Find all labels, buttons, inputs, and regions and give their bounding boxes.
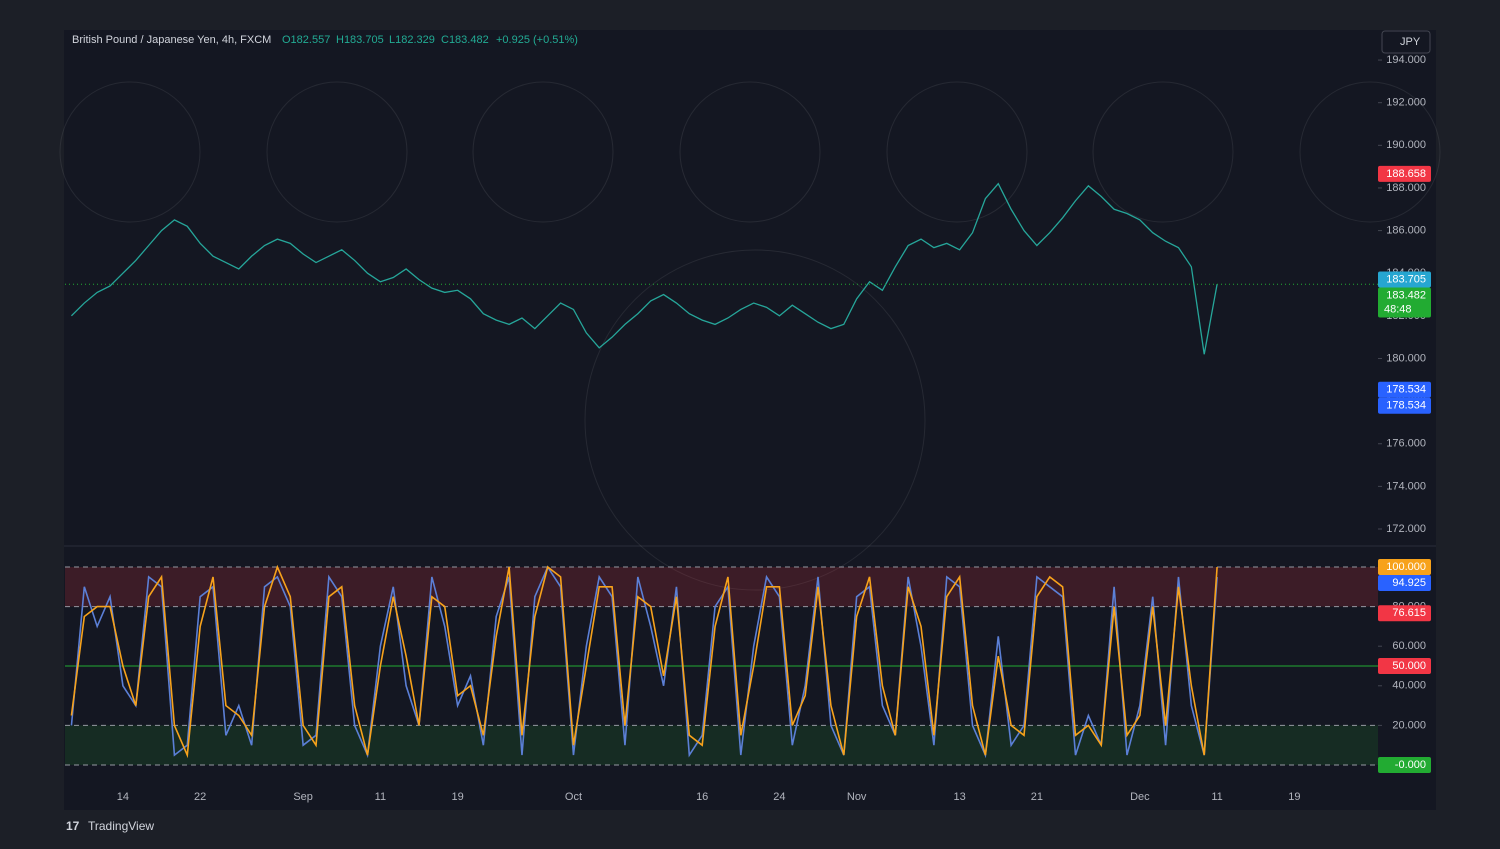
y-tick-label: 188.000: [1386, 182, 1426, 194]
x-tick-label: 11: [375, 791, 386, 803]
price-marker-label: -0.000: [1395, 759, 1426, 771]
y-tick-label: 60.000: [1392, 640, 1426, 652]
price-marker: [1378, 575, 1431, 592]
currency-button[interactable]: [1381, 30, 1431, 54]
chart-area: [64, 30, 1436, 810]
watermark: [59, 81, 1441, 591]
x-tick-label: 24: [773, 791, 785, 803]
price-marker: [1378, 271, 1431, 288]
brand: TradingView: [88, 819, 154, 833]
price-marker-label: 178.534: [1386, 400, 1426, 412]
x-tick-label: Oct: [565, 791, 582, 803]
ohlc-close: C183.482: [441, 34, 489, 46]
price-marker-label: 188.658: [1386, 168, 1426, 180]
ohlc-high: H183.705: [336, 34, 384, 46]
y-tick-label: 172.000: [1386, 523, 1426, 535]
y-tick-label: 20.000: [1392, 719, 1426, 731]
x-tick-label: 13: [954, 791, 966, 803]
price-marker-label: 50.000: [1392, 660, 1426, 672]
x-tick-label: 11: [1211, 791, 1222, 803]
symbol-title: British Pound / Japanese Yen, 4h, FXCM: [72, 34, 271, 46]
zone: [65, 725, 1378, 765]
price-marker: [1378, 397, 1431, 414]
ohlc-change: +0.925 (+0.51%): [496, 34, 578, 46]
x-tick-label: 19: [1288, 791, 1300, 803]
y-tick-label: 192.000: [1386, 97, 1426, 109]
x-tick-label: 16: [696, 791, 708, 803]
x-tick-label: 22: [194, 791, 206, 803]
price-marker: [1378, 756, 1431, 773]
y-tick-label: 190.000: [1386, 139, 1426, 151]
x-tick-label: 14: [117, 791, 129, 803]
price-marker: [1378, 381, 1431, 398]
price-marker-label: 178.534: [1386, 384, 1426, 396]
ohlc-low: L182.329: [389, 34, 435, 46]
price-marker: [1378, 165, 1431, 182]
y-tick-label: 194.000: [1386, 54, 1426, 66]
price-marker-label: 76.615: [1392, 607, 1426, 619]
currency-label[interactable]: JPY: [1400, 36, 1421, 48]
price-marker: [1378, 605, 1431, 622]
price-marker-label: 94.925: [1392, 577, 1426, 589]
price-marker-label: 183.482: [1386, 289, 1426, 301]
series-line: [70, 564, 1218, 759]
y-tick-label: 174.000: [1386, 480, 1426, 492]
x-tick-label: Dec: [1130, 791, 1150, 803]
price-marker: [1378, 657, 1431, 674]
y-tick-label: 176.000: [1386, 438, 1426, 450]
countdown-label: 48:48: [1384, 303, 1412, 315]
price-marker: [1378, 559, 1431, 576]
x-tick-label: 21: [1031, 791, 1043, 803]
x-tick-label: Sep: [293, 791, 313, 803]
ohlc-open: O182.557: [282, 34, 330, 46]
price-marker: [1378, 287, 1431, 318]
price-marker-label: 183.705: [1386, 273, 1426, 285]
y-tick-label: 186.000: [1386, 224, 1426, 236]
y-tick-label: 40.000: [1392, 680, 1426, 692]
y-tick-label: 180.000: [1386, 352, 1426, 364]
brand-logo: 17: [66, 819, 80, 833]
x-tick-label: Nov: [847, 791, 867, 803]
series-line: [70, 182, 1218, 355]
x-tick-label: 19: [451, 791, 463, 803]
price-marker-label: 100.000: [1386, 561, 1426, 573]
